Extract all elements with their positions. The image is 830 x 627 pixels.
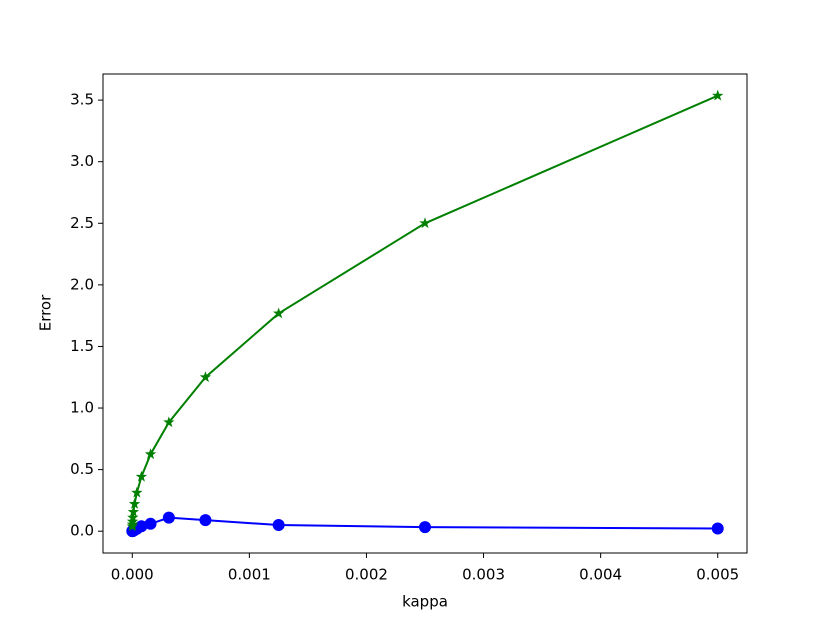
- x-tick-label: 0.003: [462, 566, 505, 584]
- star-marker: [131, 486, 143, 498]
- star-marker: [144, 448, 157, 460]
- y-tick-label: 2.5: [70, 214, 94, 232]
- x-tick-label: 0.001: [228, 566, 271, 584]
- x-tick-label: 0.000: [111, 566, 154, 584]
- y-axis-label: Error: [37, 294, 55, 331]
- series-line: [131, 94, 719, 527]
- circle-marker: [711, 522, 724, 535]
- star-marker: [272, 307, 285, 319]
- circle-marker: [419, 521, 431, 534]
- y-tick-label: 1.5: [70, 337, 94, 355]
- y-tick-label: 2.0: [70, 275, 94, 293]
- y-tick-label: 0.5: [70, 460, 94, 478]
- star-marker: [126, 520, 139, 532]
- y-tick-label: 0.0: [70, 522, 94, 540]
- x-axis-label: kappa: [402, 593, 448, 611]
- star-marker: [135, 470, 148, 482]
- y-tick-label: 3.0: [70, 152, 94, 170]
- y-tick-label: 1.0: [70, 399, 94, 417]
- x-tick-label: 0.004: [579, 566, 622, 584]
- x-tick-label: 0.005: [696, 566, 739, 584]
- star-marker: [163, 416, 175, 428]
- axes-frame: [102, 73, 748, 554]
- star-marker: [419, 217, 431, 229]
- y-tick-label: 3.5: [70, 91, 94, 109]
- x-tick-label: 0.002: [345, 566, 388, 584]
- star-marker: [127, 505, 140, 517]
- circle-marker: [272, 519, 285, 532]
- circle-marker: [144, 517, 157, 530]
- circle-marker: [162, 511, 175, 524]
- star-marker: [199, 371, 212, 383]
- star-marker: [128, 497, 141, 509]
- circle-marker: [199, 514, 212, 527]
- star-marker: [712, 89, 724, 101]
